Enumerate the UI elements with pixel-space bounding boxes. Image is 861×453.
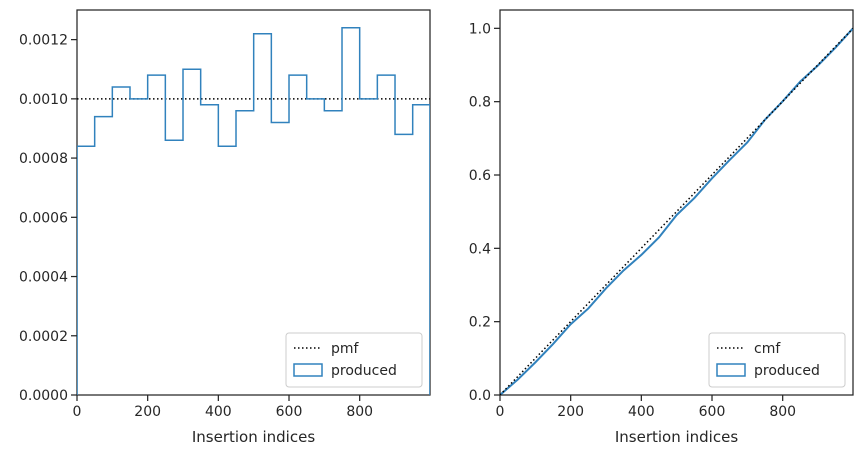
pmf-x-tick-label: 400 — [205, 404, 232, 420]
cmf-x-tick-label: 0 — [496, 404, 505, 420]
chart-right-panel: 0 200 400 600 800 0.0 0.2 0.4 0.6 0.8 1.0 Insertion… — [469, 9, 854, 446]
produced-histogram-step — [77, 27, 430, 395]
cmf-y-tick-label: 0.8 — [469, 95, 491, 111]
cmf-x-tick-label: 800 — [769, 404, 796, 420]
cmf-plot-frame — [499, 9, 854, 396]
pmf-plot-area — [77, 27, 430, 395]
pmf-legend-produced-label: produced — [331, 363, 397, 379]
cmf-y-tick-label: 1.0 — [469, 21, 491, 37]
cmf-y-tick-label: 0.4 — [469, 241, 491, 257]
cmf-x-tick-label: 200 — [557, 404, 584, 420]
cmf-x-tick-label: 400 — [628, 404, 655, 420]
pmf-x-axis-label: Insertion indices — [192, 428, 315, 446]
pmf-y-tick-label: 0.0000 — [19, 388, 68, 404]
pmf-y-tick-label: 0.0002 — [19, 329, 68, 345]
pmf-y-tick-label: 0.0006 — [19, 210, 68, 226]
cmf-x-tick-label: 600 — [699, 404, 726, 420]
pmf-legend-reference-label: pmf — [331, 341, 360, 357]
pmf-x-tick-label: 200 — [134, 404, 161, 420]
cmf-plot-area — [500, 27, 853, 395]
cmf-y-tick-label: 0.6 — [469, 168, 491, 184]
pmf-legend-box — [285, 332, 423, 388]
cmf-reference-line — [500, 27, 853, 395]
cmf-x-axis-label: Insertion indices — [615, 428, 738, 446]
pmf-legend-produced-swatch — [293, 363, 323, 377]
cmf-legend-box — [708, 332, 846, 388]
pmf-x-tick-label: 600 — [276, 404, 303, 420]
pmf-y-tick-label: 0.0012 — [19, 33, 68, 49]
pmf-x-tick-label: 0 — [73, 404, 82, 420]
cmf-legend-produced-label: produced — [754, 363, 820, 379]
cmf-legend: cmf produced — [708, 332, 846, 388]
pmf-legend: pmf produced — [285, 332, 423, 388]
pmf-y-tick-label: 0.0004 — [19, 270, 68, 286]
pmf-y-tick-label: 0.0008 — [19, 151, 68, 167]
cmf-y-tick-label: 0.2 — [469, 315, 491, 331]
cmf-y-tick-label: 0.0 — [469, 388, 491, 404]
pmf-y-tick-label: 0.0010 — [19, 92, 68, 108]
pmf-x-tick-label: 800 — [346, 404, 373, 420]
cmf-legend-reference-label: cmf — [754, 341, 781, 357]
chart-left-panel: 0 200 400 600 800 0.0000 0.0002 0.0004 0.0006 0.0… — [19, 9, 431, 446]
cmf-legend-produced-swatch — [716, 363, 746, 377]
